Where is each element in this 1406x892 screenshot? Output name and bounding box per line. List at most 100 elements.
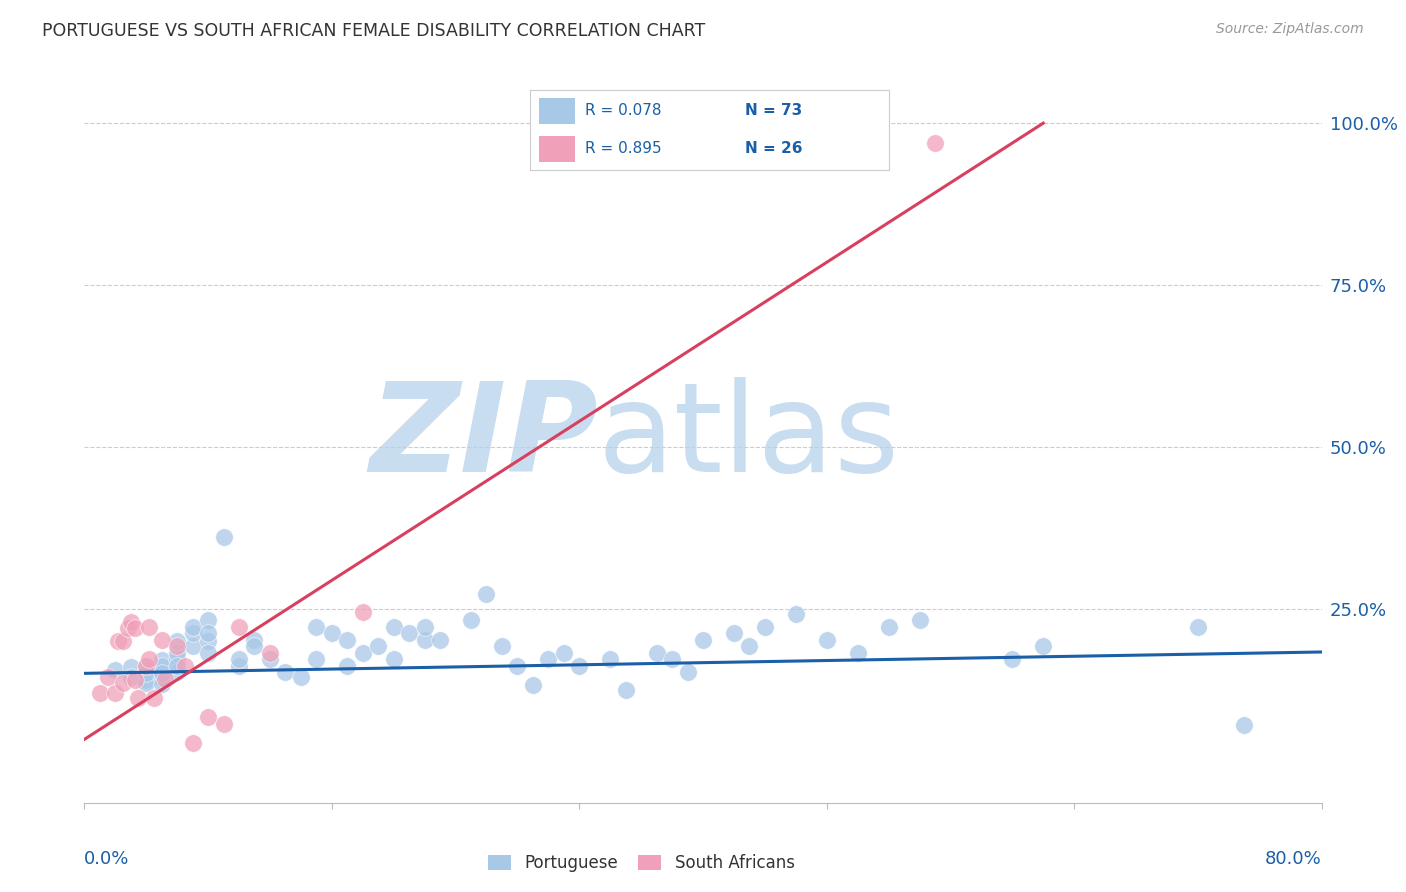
Point: [398, 626, 420, 640]
Point: [166, 652, 188, 666]
Point: [568, 658, 591, 673]
Point: [785, 607, 807, 621]
Point: [908, 613, 931, 627]
Point: [104, 686, 127, 700]
Point: [553, 646, 575, 660]
Point: [197, 646, 219, 660]
Point: [197, 634, 219, 648]
Text: PORTUGUESE VS SOUTH AFRICAN FEMALE DISABILITY CORRELATION CHART: PORTUGUESE VS SOUTH AFRICAN FEMALE DISAB…: [42, 22, 706, 40]
Point: [112, 676, 135, 690]
Point: [290, 669, 312, 683]
Point: [150, 666, 173, 681]
Point: [815, 632, 838, 647]
Point: [135, 666, 157, 681]
Point: [460, 613, 482, 627]
Point: [522, 678, 544, 692]
Point: [107, 634, 129, 648]
Point: [924, 136, 946, 150]
Legend: Portuguese, South Africans: Portuguese, South Africans: [481, 847, 801, 879]
Point: [138, 652, 160, 666]
Point: [305, 652, 328, 666]
Point: [166, 658, 188, 673]
Point: [104, 663, 127, 677]
Point: [166, 634, 188, 648]
Text: ZIP: ZIP: [370, 376, 598, 498]
Point: [197, 710, 219, 724]
Point: [166, 639, 188, 653]
Point: [352, 605, 374, 619]
Point: [645, 646, 668, 660]
Point: [321, 626, 343, 640]
Point: [135, 658, 157, 673]
Point: [661, 652, 683, 666]
Point: [274, 665, 297, 679]
Point: [197, 613, 219, 627]
Point: [877, 620, 900, 634]
Point: [614, 682, 637, 697]
Point: [150, 665, 173, 679]
Point: [153, 672, 176, 686]
Point: [723, 626, 745, 640]
Point: [128, 690, 150, 705]
Point: [181, 736, 204, 750]
Point: [413, 620, 436, 634]
Point: [228, 620, 250, 634]
Text: 80.0%: 80.0%: [1265, 850, 1322, 868]
Text: Source: ZipAtlas.com: Source: ZipAtlas.com: [1216, 22, 1364, 37]
Point: [117, 621, 139, 635]
Point: [1233, 718, 1256, 732]
Point: [181, 639, 204, 653]
Point: [243, 632, 266, 647]
Point: [150, 677, 173, 691]
Point: [305, 620, 328, 634]
Point: [367, 639, 389, 653]
Point: [692, 632, 714, 647]
Point: [89, 686, 111, 700]
Point: [120, 660, 142, 674]
Point: [382, 652, 405, 666]
Point: [124, 621, 146, 635]
Point: [429, 632, 451, 647]
Point: [1032, 639, 1054, 653]
Point: [135, 676, 157, 690]
Point: [138, 620, 160, 634]
Point: [135, 660, 157, 674]
Point: [181, 620, 204, 634]
Point: [150, 653, 173, 667]
Point: [120, 615, 142, 629]
Point: [475, 587, 498, 601]
Point: [143, 690, 166, 705]
Point: [738, 639, 761, 653]
Point: [174, 658, 197, 673]
Point: [259, 652, 281, 666]
Point: [336, 658, 359, 673]
Point: [120, 669, 142, 683]
Point: [212, 716, 235, 731]
Point: [197, 626, 219, 640]
Point: [212, 530, 235, 544]
Point: [97, 669, 120, 683]
Point: [181, 626, 204, 640]
Text: 0.0%: 0.0%: [84, 850, 129, 868]
Point: [135, 673, 157, 687]
Point: [537, 652, 560, 666]
Point: [124, 673, 146, 687]
Point: [599, 652, 621, 666]
Point: [166, 665, 188, 679]
Text: atlas: atlas: [598, 376, 900, 498]
Point: [382, 620, 405, 634]
Point: [336, 632, 359, 647]
Point: [228, 658, 250, 673]
Point: [506, 658, 529, 673]
Point: [150, 632, 173, 647]
Point: [352, 646, 374, 660]
Point: [1187, 620, 1209, 634]
Point: [413, 632, 436, 647]
Point: [112, 634, 135, 648]
Point: [259, 646, 281, 660]
Point: [676, 665, 699, 679]
Point: [135, 663, 157, 677]
Point: [150, 672, 173, 686]
Point: [846, 646, 869, 660]
Point: [491, 639, 513, 653]
